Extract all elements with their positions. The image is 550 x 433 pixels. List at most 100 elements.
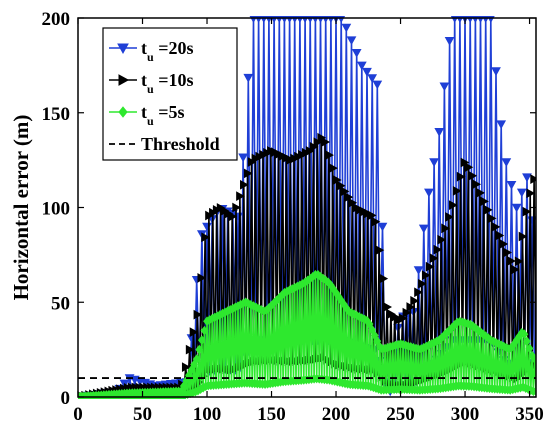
legend-box	[102, 27, 238, 161]
data-point	[236, 191, 245, 202]
x-tick-label: 250	[386, 404, 415, 425]
data-point	[329, 163, 338, 174]
data-point	[421, 270, 431, 281]
legend-item-10s: tu =10s	[109, 70, 193, 96]
data-point	[479, 196, 489, 207]
data-point	[491, 67, 501, 77]
data-point	[325, 150, 334, 160]
data-point	[201, 232, 211, 243]
data-point	[525, 343, 534, 354]
data-point	[495, 230, 505, 241]
data-point	[425, 261, 435, 272]
data-point	[429, 158, 439, 168]
data-point	[445, 212, 454, 222]
data-point	[362, 67, 372, 77]
x-tick-label: 150	[257, 404, 286, 425]
data-point	[321, 137, 331, 147]
data-point	[530, 354, 536, 364]
legend-label: tu =5s	[141, 102, 184, 128]
legend-label: tu =10s	[141, 70, 193, 96]
legend: tu =20s tu =10s tu =5s Threshold	[102, 27, 238, 161]
data-point	[526, 188, 536, 199]
data-point	[472, 179, 482, 190]
data-point	[501, 158, 512, 168]
data-point	[429, 253, 439, 264]
data-point	[240, 179, 249, 190]
data-point	[520, 329, 529, 340]
data-point	[506, 181, 517, 190]
data-point	[514, 256, 524, 267]
data-point	[483, 204, 493, 215]
data-point	[418, 224, 429, 234]
ticks-layer: 0 50 100 150 200 250 300 350 0 50 100 150 200	[42, 9, 544, 425]
data-point	[452, 186, 462, 196]
series-5s	[78, 269, 536, 399]
data-point	[351, 48, 362, 58]
x-tick-label: 350	[515, 404, 544, 425]
data-point	[433, 244, 443, 255]
series-layer	[78, 16, 536, 399]
data-point	[367, 74, 378, 84]
data-point	[437, 234, 447, 245]
data-point	[424, 188, 434, 198]
data-point	[507, 256, 516, 266]
data-point	[410, 295, 420, 306]
data-point	[491, 222, 501, 232]
y-tick-label: 150	[42, 104, 71, 125]
data-point	[197, 335, 206, 345]
data-point	[243, 73, 254, 83]
data-point	[532, 386, 536, 397]
data-point	[185, 344, 195, 355]
data-point	[496, 120, 507, 130]
data-point	[181, 362, 191, 372]
legend-marker	[118, 106, 128, 118]
data-point	[439, 82, 450, 92]
data-point	[414, 287, 423, 298]
data-point	[511, 203, 522, 213]
legend-item-threshold: Threshold	[109, 134, 220, 154]
data-point	[476, 187, 485, 198]
y-tick-label: 200	[42, 9, 71, 30]
data-point	[197, 273, 207, 283]
data-point	[379, 273, 389, 284]
data-point	[192, 354, 201, 364]
data-point	[468, 170, 478, 181]
x-tick-label: 100	[193, 404, 222, 425]
data-point	[238, 153, 249, 163]
data-point	[503, 247, 512, 258]
data-point	[356, 61, 367, 71]
legend-item-20s: tu =20s	[109, 38, 193, 64]
x-tick-label: 50	[133, 404, 152, 425]
data-point	[510, 264, 520, 275]
data-point	[202, 222, 212, 232]
legend-marker	[118, 74, 130, 86]
legend-label: tu =20s	[141, 38, 193, 64]
legend-marker	[117, 43, 129, 55]
data-point	[375, 245, 385, 256]
data-point	[232, 202, 242, 213]
data-point	[516, 188, 527, 198]
data-point	[418, 278, 427, 289]
data-point	[413, 266, 424, 276]
data-point	[200, 325, 209, 336]
data-point	[193, 309, 203, 320]
data-point	[449, 200, 458, 211]
data-point	[189, 327, 199, 338]
y-tick-label: 0	[61, 388, 71, 409]
data-point	[434, 127, 445, 137]
legend-item-5s: tu =5s	[109, 102, 184, 128]
data-point	[487, 213, 497, 224]
x-tick-label: 300	[451, 404, 480, 425]
data-point	[464, 162, 474, 173]
data-point	[383, 302, 393, 312]
data-point	[228, 211, 238, 222]
data-point	[243, 168, 253, 179]
data-point	[346, 36, 357, 46]
data-point	[499, 239, 509, 249]
data-point	[456, 171, 466, 182]
data-point	[444, 36, 455, 46]
data-point	[523, 336, 531, 347]
data-point	[377, 222, 388, 232]
data-point	[195, 344, 204, 355]
